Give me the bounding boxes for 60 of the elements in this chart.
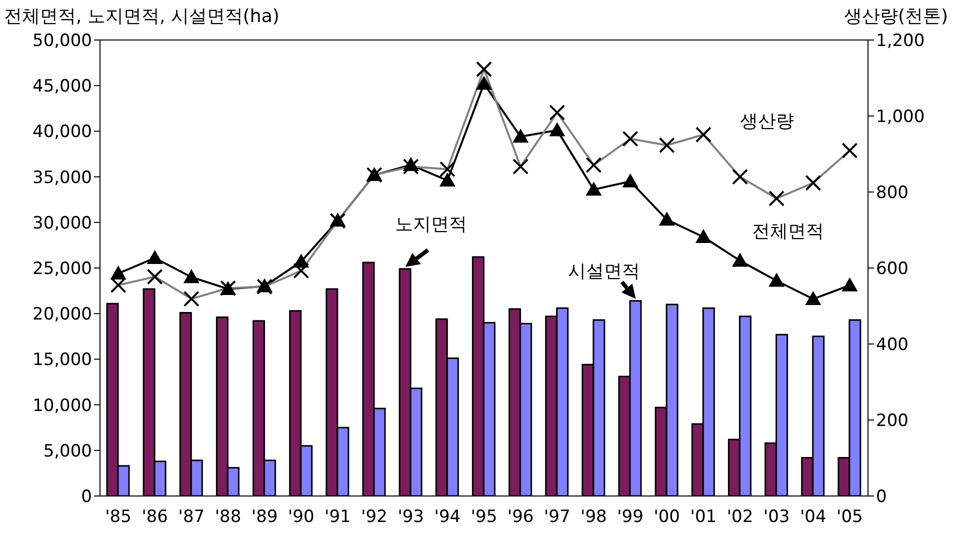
x-tick-label: '05: [836, 507, 863, 528]
x-tick-label: '90: [288, 507, 314, 528]
point: [622, 173, 638, 188]
x-tick-label: '89: [251, 507, 278, 528]
series-label: 시설면적: [568, 260, 640, 282]
x-tick-label: '94: [434, 507, 461, 528]
series-label: 노지면적: [395, 214, 467, 235]
x-tick-label: '01: [690, 507, 717, 528]
point: [476, 76, 492, 90]
point: [586, 182, 602, 196]
x-tick-label: '03: [763, 507, 790, 528]
y2-axis-title: 생산량(천톤): [844, 5, 948, 28]
point: [842, 277, 858, 292]
y-tick-label: 45,000: [32, 76, 92, 97]
x-tick-label: '95: [470, 507, 498, 528]
y2-tick-label: 1,200: [876, 31, 925, 52]
y-tick-label: 50,000: [32, 31, 92, 52]
x-tick-label: '87: [178, 507, 205, 528]
y2-tick-label: 800: [876, 183, 908, 204]
y-tick-label: 5,000: [43, 441, 92, 462]
x-tick-label: '96: [507, 507, 534, 528]
x-tick-label: '91: [324, 507, 351, 528]
series-label: 생산량: [740, 110, 794, 132]
x-tick-label: '04: [800, 507, 826, 528]
y-tick-label: 35,000: [32, 168, 92, 188]
series-label: 전체면적: [752, 220, 824, 242]
point: [732, 252, 748, 267]
x-tick-label: '97: [544, 507, 570, 528]
x-tick-label: '98: [580, 507, 607, 528]
x-tick-label: '85: [105, 507, 132, 528]
point: [183, 269, 200, 284]
y-tick-label: 20,000: [32, 304, 92, 325]
y-tick-label: 30,000: [32, 213, 92, 234]
point: [512, 128, 529, 143]
y-tick-label: 15,000: [32, 350, 92, 370]
x-tick-label: '86: [142, 507, 168, 528]
y-axis-title: 전체면적, 노지면적, 시설면적(ha): [4, 5, 280, 28]
y2-tick-label: 200: [876, 411, 908, 432]
y2-tick-label: 1,000: [876, 107, 925, 128]
point: [658, 212, 675, 226]
y-tick-label: 40,000: [32, 122, 92, 142]
point: [805, 291, 822, 306]
y2-tick-label: 0: [876, 487, 887, 508]
x-tick-label: '92: [361, 507, 388, 528]
point: [695, 228, 712, 243]
point: [146, 250, 163, 264]
y-tick-label: 10,000: [32, 396, 92, 416]
y-tick-label: 0: [81, 487, 92, 508]
point: [549, 122, 566, 136]
y2-tick-label: 600: [876, 259, 908, 280]
x-tick-label: '88: [214, 507, 242, 528]
y-tick-label: 25,000: [32, 259, 92, 280]
point: [110, 265, 126, 280]
x-tick-label: '99: [617, 507, 644, 528]
y2-tick-label: 400: [876, 335, 908, 356]
x-tick-label: '00: [654, 507, 680, 528]
point: [439, 172, 456, 186]
point: [768, 272, 785, 287]
x-tick-label: '02: [726, 507, 754, 528]
x-tick-label: '93: [398, 507, 424, 528]
